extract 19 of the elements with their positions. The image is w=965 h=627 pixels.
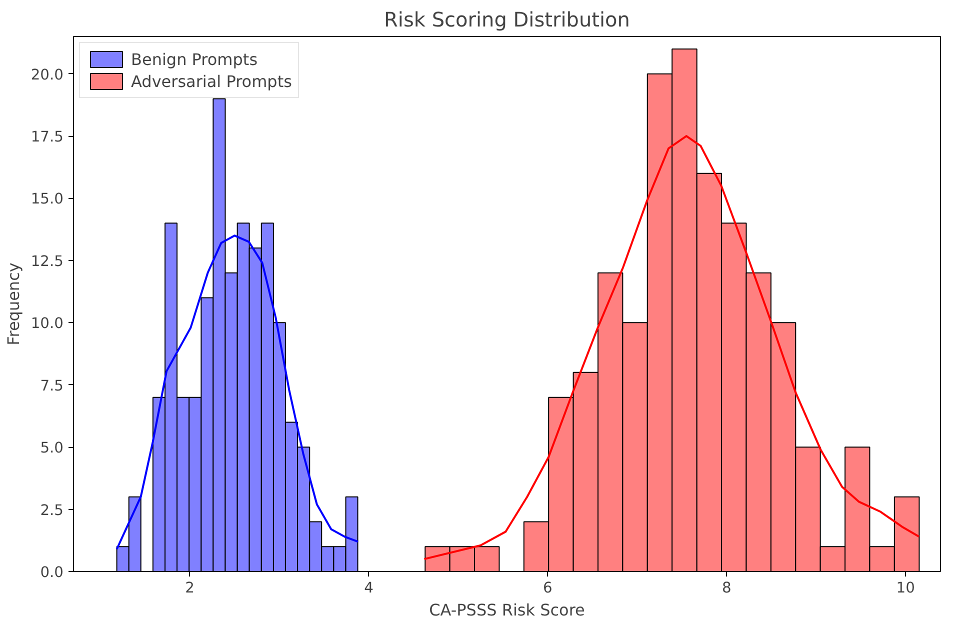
y-tick-label: 20.0	[30, 66, 64, 84]
legend-label: Adversarial Prompts	[131, 72, 292, 90]
y-tick-label: 5.0	[40, 440, 64, 457]
y-tick-label: 2.5	[40, 502, 64, 519]
chart-title: Risk Scoring Distribution	[384, 8, 630, 32]
y-tick-label: 10.0	[30, 315, 64, 332]
y-tick-label: 12.5	[30, 252, 64, 270]
x-tick-label: 6	[543, 580, 552, 596]
y-tick-label: 17.5	[30, 128, 64, 146]
y-tick-label: 15.0	[30, 190, 64, 208]
y-tick-label: 0.0	[40, 564, 64, 581]
x-tick-label: 10	[896, 580, 915, 596]
x-tick-label: 8	[722, 580, 732, 596]
x-axis-title: CA-PSSS Risk Score	[429, 600, 585, 620]
x-tick-label: 4	[364, 580, 374, 596]
y-axis-title: Frequency	[4, 262, 23, 346]
legend-label: Benign Prompts	[131, 50, 258, 68]
x-tick-label: 2	[185, 580, 194, 596]
y-tick-label: 7.5	[40, 377, 64, 394]
